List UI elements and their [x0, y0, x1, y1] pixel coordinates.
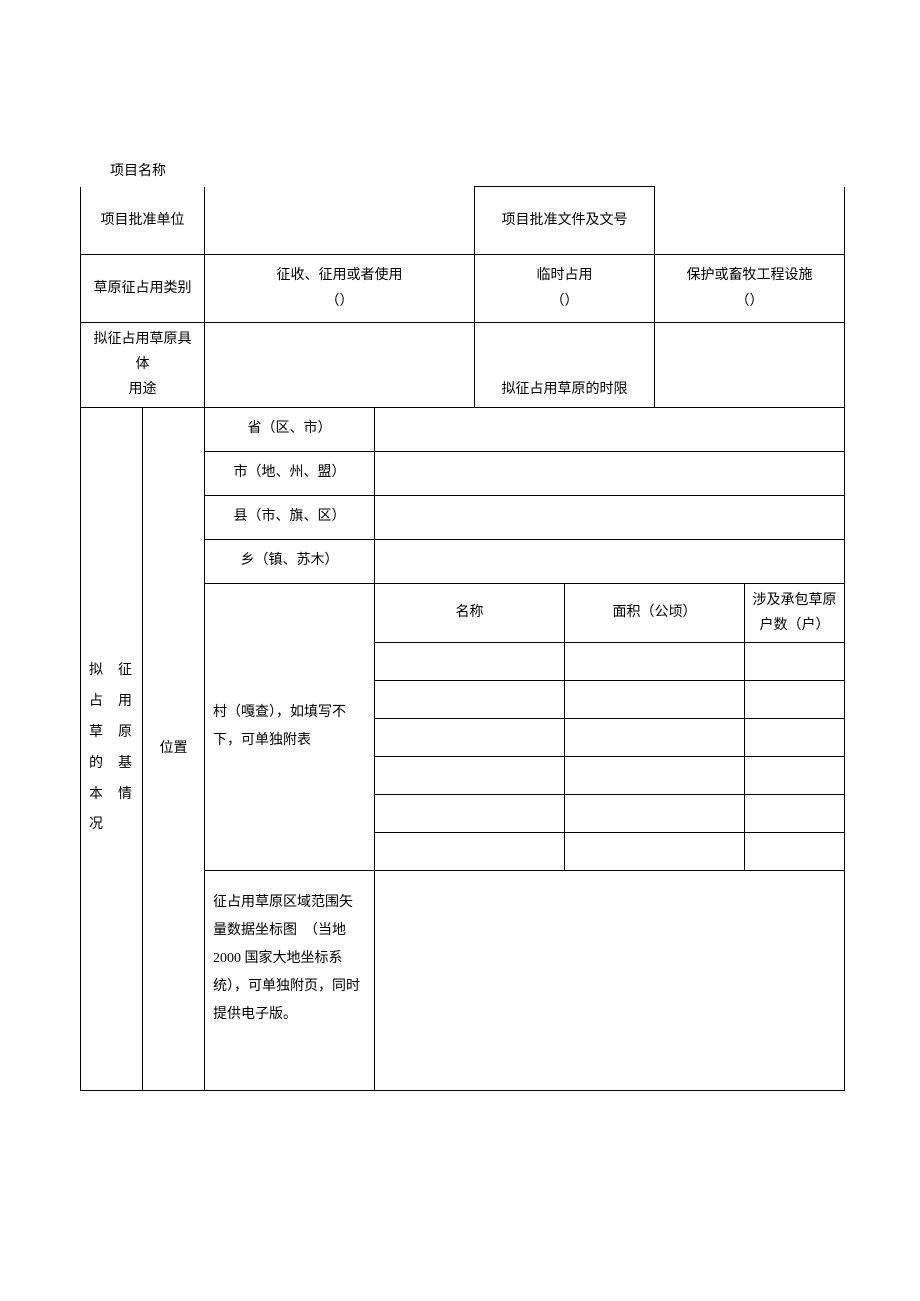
city-label: 市（地、州、盟）	[205, 451, 375, 495]
province-label: 省（区、市）	[205, 407, 375, 451]
approval-doc-value	[655, 187, 845, 255]
village-name-6	[375, 832, 565, 870]
village-name-4	[375, 756, 565, 794]
village-area-5	[565, 794, 745, 832]
village-hh-2	[745, 680, 845, 718]
opt2-line1: 临时占用	[537, 268, 593, 283]
county-value	[375, 495, 845, 539]
village-name-5	[375, 794, 565, 832]
approval-unit-value	[205, 187, 475, 255]
opt1-line2: （）	[326, 294, 354, 309]
county-label: 县（市、旗、区）	[205, 495, 375, 539]
village-name-1	[375, 642, 565, 680]
form-table: 项目批准单位 项目批准文件及文号 草原征占用类别 征收、征用或者使用 （） 临时…	[80, 186, 845, 1091]
timelimit-value	[655, 323, 845, 408]
opt3-line1: 保护或畜牧工程设施	[687, 268, 813, 283]
village-label: 村（嘎查），如填写不下，可单独附表	[205, 583, 375, 870]
project-name-label: 项目名称	[80, 160, 840, 180]
purpose-line2: 用途	[129, 382, 157, 397]
opt3-line2: （）	[736, 294, 764, 309]
village-hh-3	[745, 718, 845, 756]
location-label: 位置	[143, 407, 205, 1090]
opt2-line2: （）	[551, 294, 579, 309]
village-area-2	[565, 680, 745, 718]
township-value	[375, 539, 845, 583]
village-area-3	[565, 718, 745, 756]
purpose-value	[205, 323, 475, 408]
village-name-3	[375, 718, 565, 756]
coord-value	[375, 870, 845, 1090]
category-label: 草原征占用类别	[81, 255, 205, 323]
village-area-1	[565, 642, 745, 680]
village-name-2	[375, 680, 565, 718]
coord-label: 征占用草原区域范围矢量数据坐标图 （当地 2000 国家大地坐标系统），可单独附…	[205, 870, 375, 1090]
province-value	[375, 407, 845, 451]
category-option-3: 保护或畜牧工程设施 （）	[655, 255, 845, 323]
category-option-1: 征收、征用或者使用 （）	[205, 255, 475, 323]
approval-unit-label: 项目批准单位	[81, 187, 205, 255]
village-area-header: 面积（公顷）	[565, 583, 745, 642]
category-option-2: 临时占用 （）	[475, 255, 655, 323]
village-hh-4	[745, 756, 845, 794]
village-households-header: 涉及承包草原户数（户）	[745, 583, 845, 642]
approval-doc-label: 项目批准文件及文号	[475, 187, 655, 255]
village-area-4	[565, 756, 745, 794]
purpose-label: 拟征占用草原具体 用途	[81, 323, 205, 408]
village-name-header: 名称	[375, 583, 565, 642]
village-hh-6	[745, 832, 845, 870]
village-hh-5	[745, 794, 845, 832]
township-label: 乡（镇、苏木）	[205, 539, 375, 583]
purpose-line1: 拟征占用草原具体	[94, 332, 192, 372]
opt1-line1: 征收、征用或者使用	[277, 268, 403, 283]
village-area-6	[565, 832, 745, 870]
city-value	[375, 451, 845, 495]
basic-info-label: 拟 征 占用 草 原的 基 本情况	[81, 407, 143, 1090]
village-hh-1	[745, 642, 845, 680]
timelimit-label: 拟征占用草原的时限	[475, 323, 655, 408]
